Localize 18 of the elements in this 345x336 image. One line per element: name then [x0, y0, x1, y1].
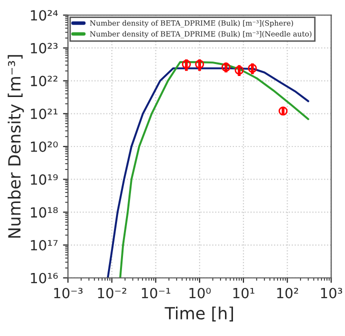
x-tick-label: 10⁰ [189, 288, 211, 298]
x-tick-label: 10¹ [233, 288, 254, 298]
x-tick-label: 10⁻¹ [142, 288, 170, 298]
x-axis-title: Time [h] [164, 306, 233, 322]
y-tick-label: 10¹⁷ [30, 240, 58, 250]
x-tick-label: 10⁻² [98, 288, 126, 298]
x-tick-label: 10⁻³ [54, 288, 83, 298]
y-tick-label: 10¹⁹ [30, 174, 58, 185]
y-tick-label: 10²⁴ [30, 10, 58, 21]
y-tick-label: 10²² [30, 76, 58, 86]
x-tick-label: 10³ [321, 288, 342, 298]
y-axis-title: Number Density [m⁻³] [8, 55, 24, 238]
y-tick-label: 10²¹ [30, 108, 58, 120]
y-tick-label: 10¹⁸ [30, 207, 58, 218]
y-tick-label: 10²³ [30, 42, 58, 54]
y-tick-label: 10²⁰ [30, 141, 58, 152]
y-tick-label: 10¹⁶ [30, 272, 58, 284]
x-tick-label: 10² [277, 288, 298, 298]
